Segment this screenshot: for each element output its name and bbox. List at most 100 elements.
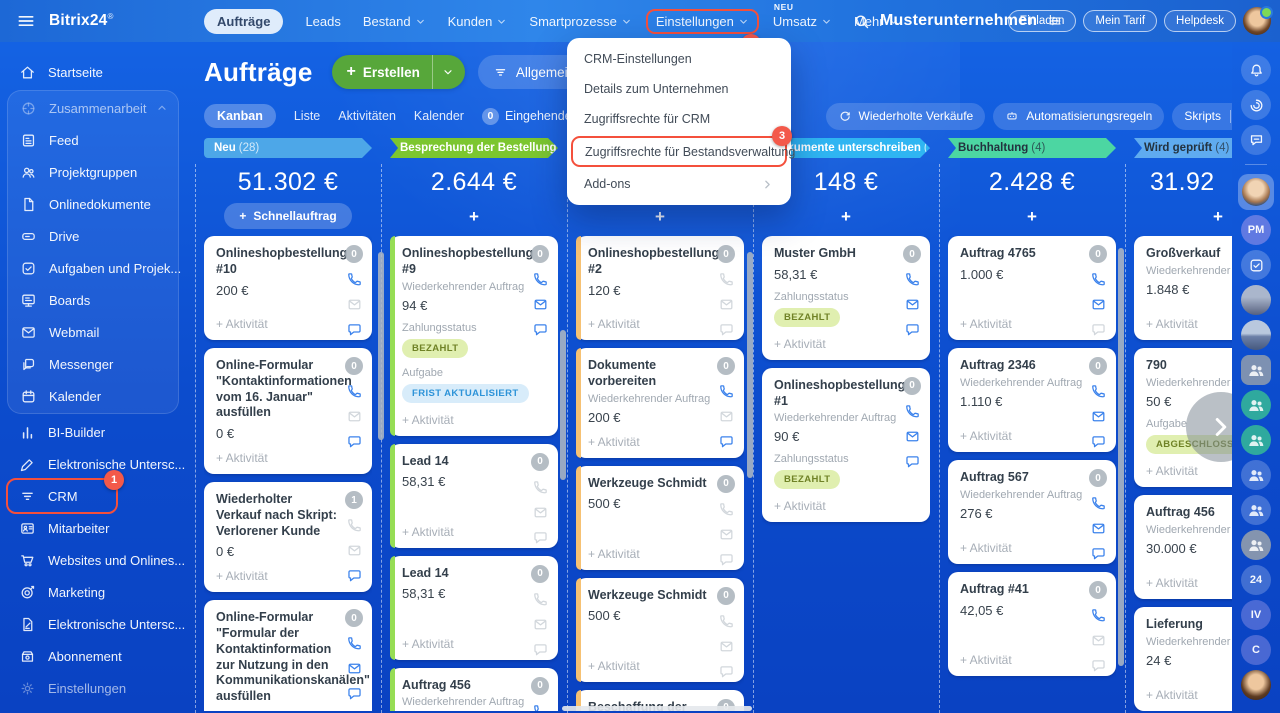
helpdesk-button[interactable]: Helpdesk bbox=[1164, 10, 1236, 32]
add-activity-link[interactable]: + Aktivität bbox=[588, 658, 640, 673]
phone-icon[interactable] bbox=[904, 271, 921, 288]
kanban-card[interactable]: Online-Formular "Kontaktinformationen vo… bbox=[204, 348, 372, 474]
add-card-button[interactable]: + bbox=[841, 206, 851, 226]
chat-bubble-icon[interactable] bbox=[718, 551, 735, 568]
kanban-card[interactable]: Lead 14 58,31 € + Aktivität 0 bbox=[390, 555, 558, 660]
chat-bubble-icon[interactable] bbox=[346, 685, 363, 702]
mail-icon[interactable] bbox=[718, 526, 735, 543]
chat-bubble-icon[interactable] bbox=[1090, 657, 1107, 674]
add-card-button[interactable]: + bbox=[469, 206, 479, 226]
top-tab-auftr-ge[interactable]: Aufträge bbox=[204, 8, 284, 34]
add-activity-link[interactable]: + Aktivität bbox=[960, 429, 1012, 443]
mail-icon[interactable] bbox=[532, 296, 549, 313]
counter-eingehende[interactable]: 0 Eingehende bbox=[481, 107, 572, 125]
chat-bubble-icon[interactable] bbox=[346, 321, 363, 338]
rail-avatar-group[interactable] bbox=[1241, 425, 1271, 455]
sidebar-item-elektronische-untersc[interactable]: Elektronische Untersc... bbox=[0, 448, 186, 480]
chat-bubble-icon[interactable] bbox=[1090, 321, 1107, 338]
notifications-button[interactable] bbox=[1241, 55, 1271, 85]
kanban-card[interactable]: Onlineshopbestellung #2 120 € + Aktivität 0 bbox=[576, 236, 744, 340]
phone-icon[interactable] bbox=[532, 479, 549, 496]
sidebar-item-webmail[interactable]: Webmail bbox=[8, 316, 178, 348]
chat-bubble-icon[interactable] bbox=[532, 529, 549, 546]
rail-avatar-iv[interactable]: IV bbox=[1241, 600, 1271, 630]
add-activity-link[interactable]: + Aktivität bbox=[588, 317, 640, 331]
mail-icon[interactable] bbox=[346, 408, 363, 425]
view-tab-liste[interactable]: Liste bbox=[293, 109, 321, 123]
add-card-button[interactable]: + bbox=[655, 206, 665, 226]
phone-icon[interactable] bbox=[346, 517, 363, 534]
kanban-card[interactable]: Auftrag 567 Wiederkehrender Auftrag 276 € +… bbox=[948, 460, 1116, 564]
sidebar-item-onlinedokumente[interactable]: Onlinedokumente bbox=[8, 188, 178, 220]
mail-icon[interactable] bbox=[1090, 296, 1107, 313]
chat-bubble-icon[interactable] bbox=[1090, 433, 1107, 450]
view-tab-aktivitäten[interactable]: Aktivitäten bbox=[338, 109, 396, 123]
mail-icon[interactable] bbox=[346, 660, 363, 677]
kanban-card[interactable]: Auftrag #41 42,05 € + Aktivität 0 bbox=[948, 572, 1116, 676]
add-activity-link[interactable]: + Aktivität bbox=[588, 434, 640, 449]
sidebar-item-bi-builder[interactable]: BI-Builder bbox=[0, 416, 186, 448]
sidebar-item-websites-und-onlines[interactable]: Websites und Onlines... bbox=[0, 544, 186, 576]
add-activity-link[interactable]: + Aktivität bbox=[774, 336, 826, 351]
column-scrollbar[interactable] bbox=[747, 252, 753, 478]
menu-item-crm-einstellungen[interactable]: CRM-Einstellungen bbox=[567, 44, 791, 74]
kanban-card[interactable]: Wiederholter Verkauf nach Skript: Verlor… bbox=[204, 482, 372, 593]
phone-icon[interactable] bbox=[1090, 271, 1107, 288]
add-activity-link[interactable]: + Aktivität bbox=[216, 451, 268, 465]
kanban-card[interactable]: Onlineshopbestellung #10 200 € + Aktivität… bbox=[204, 236, 372, 340]
column-header[interactable]: Besprechung der Bestellung(13) bbox=[390, 138, 558, 158]
rail-avatar-24[interactable]: 24 bbox=[1241, 565, 1271, 595]
mail-icon[interactable] bbox=[1090, 632, 1107, 649]
add-activity-link[interactable]: + Aktivität bbox=[1146, 575, 1198, 590]
mail-icon[interactable] bbox=[346, 296, 363, 313]
sidebar-item-projektgruppen[interactable]: Projektgruppen bbox=[8, 156, 178, 188]
add-activity-link[interactable]: + Aktivität bbox=[1146, 687, 1198, 702]
kanban-card[interactable]: Dokumente vorbereiten Wiederkehrender Auf… bbox=[576, 348, 744, 458]
phone-icon[interactable] bbox=[346, 383, 363, 400]
chat-bubble-icon[interactable] bbox=[718, 433, 735, 450]
add-activity-link[interactable]: + Aktivität bbox=[960, 541, 1012, 555]
sidebar-item-crm[interactable]: CRM 1 bbox=[0, 470, 186, 514]
sidebar-item-einstellungen[interactable]: Einstellungen bbox=[0, 672, 186, 704]
add-activity-link[interactable]: + Aktivität bbox=[402, 524, 454, 539]
mail-icon[interactable] bbox=[532, 616, 549, 633]
phone-icon[interactable] bbox=[346, 271, 363, 288]
create-button[interactable]: + Erstellen bbox=[331, 55, 465, 89]
column-header[interactable]: Dokumente unterschreiben(2) bbox=[762, 138, 930, 158]
add-activity-link[interactable]: + Aktivität bbox=[1146, 463, 1198, 478]
add-activity-link[interactable]: + Aktivität bbox=[402, 412, 454, 427]
sidebar-item-mitarbeiter[interactable]: Mitarbeiter bbox=[0, 512, 186, 544]
chat-bubble-icon[interactable] bbox=[1090, 545, 1107, 562]
rail-avatar-pm[interactable]: PM bbox=[1241, 215, 1271, 245]
chat-bubble-icon[interactable] bbox=[718, 663, 735, 680]
sidebar-item-zusammenarbeit[interactable]: Zusammenarbeit bbox=[8, 92, 178, 124]
top-tab-kunden[interactable]: Kunden bbox=[448, 14, 508, 29]
sidebar-item-drive[interactable]: Drive bbox=[8, 220, 178, 252]
add-activity-link[interactable]: + Aktivität bbox=[588, 546, 640, 561]
column-header[interactable]: Buchhaltung (4) bbox=[948, 138, 1116, 158]
mail-icon[interactable] bbox=[718, 296, 735, 313]
add-activity-link[interactable]: + Aktivität bbox=[402, 636, 454, 651]
search-filter-icon[interactable] bbox=[1047, 13, 1063, 29]
kanban-card[interactable]: Online-Formular "Formular der Kontaktinf… bbox=[204, 600, 372, 711]
column-scrollbar[interactable] bbox=[560, 330, 566, 480]
menu-item-zugriffsrechte-f-r-bestandsverwaltung[interactable]: Zugriffsrechte für Bestandsverwaltung 3 bbox=[571, 126, 795, 167]
kanban-card[interactable]: Lead 14 58,31 € + Aktivität 0 bbox=[390, 443, 558, 548]
rail-avatar-group[interactable] bbox=[1241, 390, 1271, 420]
phone-icon[interactable] bbox=[1090, 607, 1107, 624]
rail-avatar-group[interactable] bbox=[1241, 355, 1271, 385]
mail-icon[interactable] bbox=[718, 408, 735, 425]
user-avatar[interactable] bbox=[1243, 6, 1273, 35]
chat-bubble-icon[interactable] bbox=[346, 433, 363, 450]
rail-avatar-tasks[interactable] bbox=[1241, 250, 1271, 280]
add-activity-link[interactable]: + Aktivität bbox=[960, 653, 1012, 667]
mail-icon[interactable] bbox=[1090, 408, 1107, 425]
board-horizontal-scrollbar[interactable] bbox=[562, 706, 752, 711]
chevron-down-icon[interactable] bbox=[442, 66, 454, 78]
phone-icon[interactable] bbox=[904, 403, 921, 420]
add-activity-link[interactable]: + Aktivität bbox=[216, 317, 268, 331]
phone-icon[interactable] bbox=[718, 501, 735, 518]
add-activity-link[interactable]: + Aktivität bbox=[216, 569, 268, 584]
add-activity-link[interactable]: + Aktivität bbox=[1146, 317, 1198, 331]
